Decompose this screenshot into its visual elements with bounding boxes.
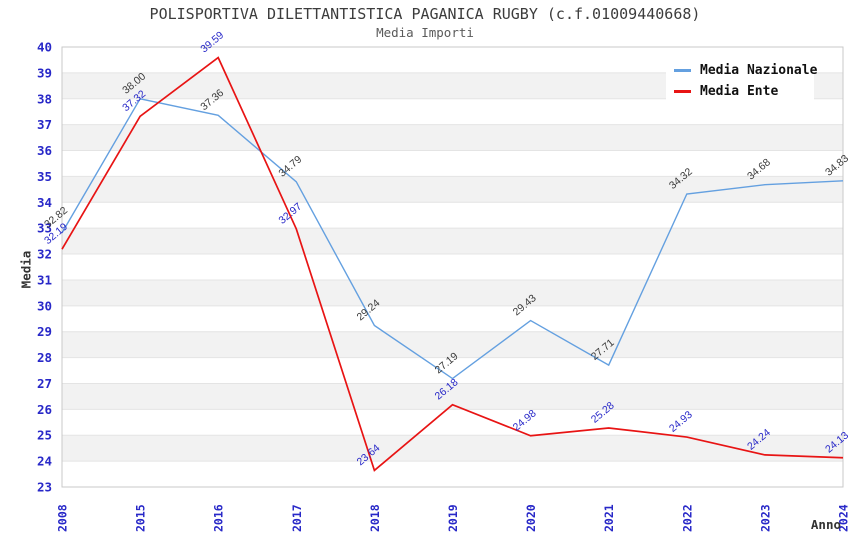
plot-band bbox=[62, 409, 843, 436]
y-tick-label: 39 bbox=[37, 65, 52, 80]
y-tick-label: 34 bbox=[37, 195, 52, 210]
legend-label-media-nazionale: Media Nazionale bbox=[700, 63, 818, 78]
plot-band bbox=[62, 461, 843, 487]
y-tick-label: 31 bbox=[37, 272, 52, 287]
x-tick-label: 2017 bbox=[290, 504, 304, 532]
y-tick-label: 30 bbox=[37, 298, 52, 313]
x-tick-label: 2008 bbox=[56, 504, 70, 532]
y-tick-label: 35 bbox=[37, 169, 52, 184]
x-tick-label: 2018 bbox=[368, 504, 382, 532]
legend-item-media-nazionale: Media Nazionale bbox=[674, 60, 818, 81]
y-tick-label: 37 bbox=[37, 117, 52, 132]
x-tick-label: 2016 bbox=[212, 504, 226, 532]
x-axis-title: Anno bbox=[810, 517, 841, 532]
plot-border bbox=[61, 46, 844, 488]
y-tick-label: 24 bbox=[37, 454, 52, 469]
x-tick-label: 2020 bbox=[524, 504, 538, 532]
y-tick-label: 38 bbox=[37, 91, 52, 106]
plot-band bbox=[62, 435, 843, 462]
plot-band bbox=[62, 254, 843, 280]
plot-band bbox=[62, 150, 843, 177]
plot-band bbox=[62, 176, 843, 203]
plot-band bbox=[62, 305, 843, 332]
y-tick-label: 36 bbox=[37, 143, 52, 158]
y-tick-label: 27 bbox=[37, 376, 52, 391]
x-tick-label: 2024 bbox=[837, 504, 850, 532]
y-tick-label: 29 bbox=[37, 324, 52, 339]
x-tick-label: 2021 bbox=[602, 504, 616, 532]
plot-band bbox=[62, 202, 843, 229]
x-tick-label: 2022 bbox=[680, 504, 694, 532]
legend: Media Nazionale Media Ente bbox=[666, 54, 818, 102]
series-line-media-nazionale bbox=[61, 97, 844, 380]
plot-band bbox=[62, 279, 843, 306]
chart-title: POLISPORTIVA DILETTANTISTICA PAGANICA RU… bbox=[149, 5, 701, 23]
legend-swatch-ente-icon bbox=[674, 90, 691, 93]
x-tick-label: 2015 bbox=[134, 504, 148, 532]
plot-band bbox=[62, 228, 843, 255]
legend-item-media-ente: Media Ente bbox=[674, 81, 814, 102]
y-tick-label: 23 bbox=[37, 480, 52, 495]
series-line-media-ente bbox=[61, 56, 844, 472]
y-tick-label: 26 bbox=[37, 402, 52, 417]
y-axis-title: Media bbox=[18, 250, 34, 289]
plot-band bbox=[62, 98, 843, 125]
y-tick-label: 40 bbox=[37, 40, 52, 55]
y-tick-label: 28 bbox=[37, 350, 52, 365]
y-tick-label: 25 bbox=[37, 428, 52, 443]
plot-band bbox=[62, 124, 843, 151]
y-tick-label: 33 bbox=[37, 221, 52, 236]
x-tick-label: 2023 bbox=[758, 504, 772, 532]
plot-band bbox=[62, 331, 843, 358]
y-tick-label: 32 bbox=[37, 247, 52, 262]
legend-label-media-ente: Media Ente bbox=[700, 84, 779, 99]
x-tick-label: 2019 bbox=[446, 504, 460, 532]
legend-swatch-nazionale-icon bbox=[674, 69, 691, 72]
chart-subtitle: Media Importi bbox=[376, 25, 474, 40]
